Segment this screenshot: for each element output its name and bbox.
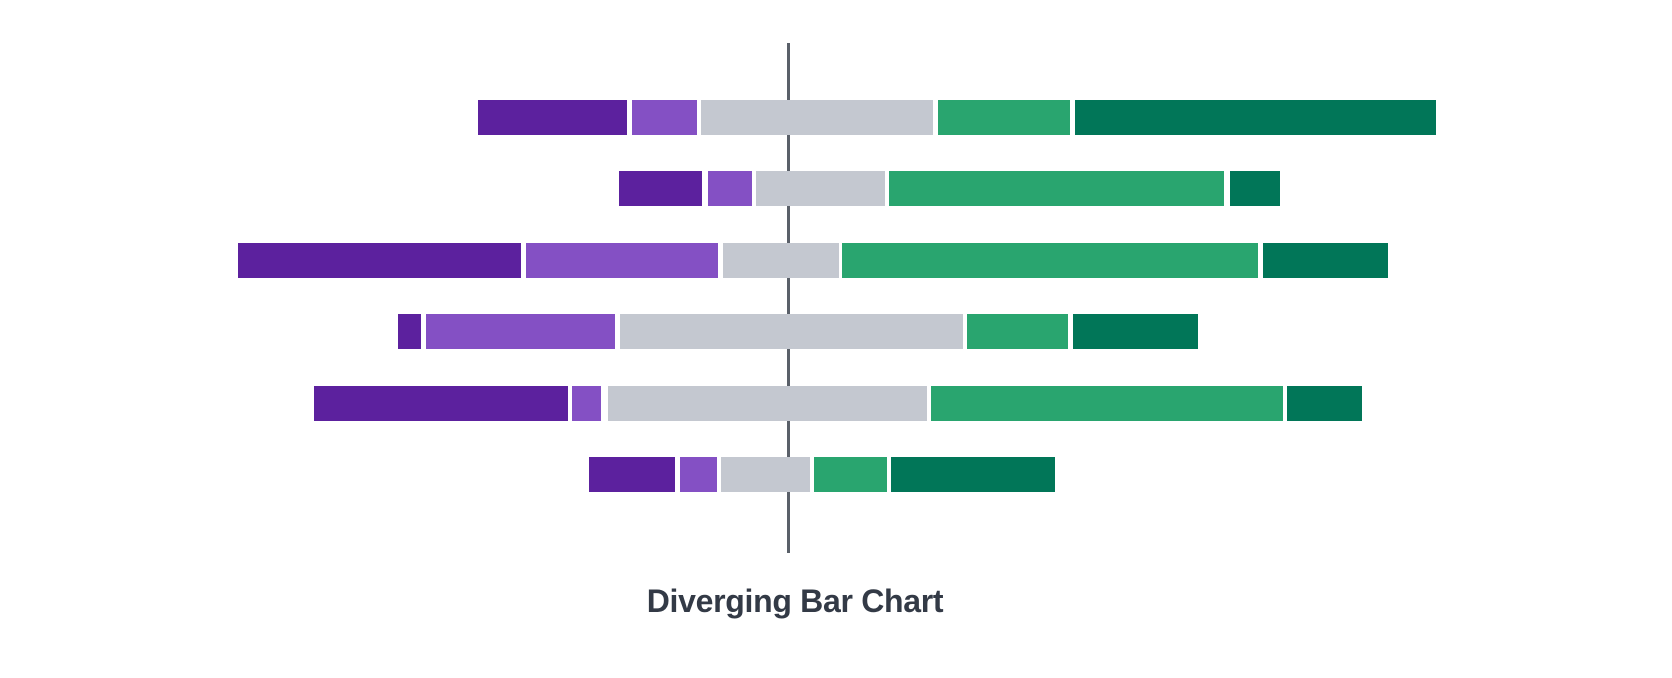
bar-row-2-segment-medium-green (889, 171, 1224, 206)
bar-row-1-segment-dark-green (1075, 100, 1436, 135)
bar-row-1-segment-medium-green (938, 100, 1070, 135)
bar-row-3-segment-light-purple (526, 243, 718, 278)
bar-row-3-segment-dark-purple (238, 243, 521, 278)
bar-row-4-segment-neutral-gray (620, 314, 963, 349)
bar-row-2-segment-dark-green (1230, 171, 1280, 206)
bar-row-3-segment-dark-green (1263, 243, 1388, 278)
bar-row-6-segment-medium-green (814, 457, 887, 492)
bar-row-5-segment-neutral-gray (608, 386, 927, 421)
bar-row-2-segment-dark-purple (619, 171, 702, 206)
bar-row-6-segment-light-purple (680, 457, 717, 492)
bar-row-4-segment-dark-green (1073, 314, 1198, 349)
center-axis-line (786, 43, 790, 553)
bar-row-6-segment-neutral-gray (721, 457, 810, 492)
bar-row-5-segment-dark-green (1287, 386, 1362, 421)
bar-row-3-segment-neutral-gray (723, 243, 839, 278)
bar-row-5-segment-dark-purple (314, 386, 568, 421)
bar-row-1-segment-dark-purple (478, 100, 627, 135)
bar-row-3-segment-medium-green (842, 243, 1258, 278)
bar-row-6-segment-dark-purple (589, 457, 675, 492)
bar-row-5-segment-medium-green (931, 386, 1283, 421)
bar-row-5-segment-light-purple (572, 386, 601, 421)
bar-row-6-segment-dark-green (891, 457, 1055, 492)
bar-row-2-segment-neutral-gray (756, 171, 885, 206)
chart-title: Diverging Bar Chart (646, 583, 944, 619)
bar-row-1-segment-light-purple (632, 100, 697, 135)
bar-row-4-segment-light-purple (426, 314, 615, 349)
bar-row-2-segment-light-purple (708, 171, 752, 206)
bar-row-1-segment-neutral-gray (701, 100, 933, 135)
bar-row-4-segment-medium-green (967, 314, 1068, 349)
bar-row-4-segment-dark-purple (398, 314, 421, 349)
